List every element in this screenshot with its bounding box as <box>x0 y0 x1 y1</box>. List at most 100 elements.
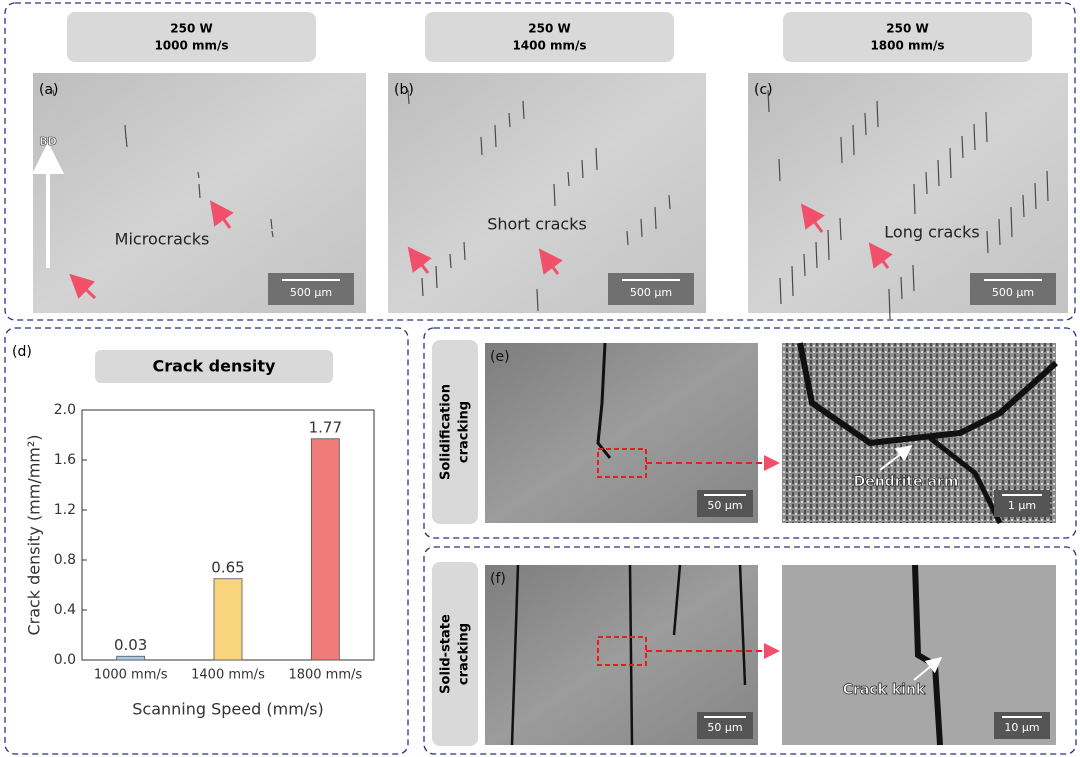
side-label: cracking <box>457 401 472 463</box>
value-label: 0.03 <box>114 636 147 654</box>
crack <box>553 183 556 207</box>
side-label: cracking <box>457 623 472 685</box>
crack <box>949 147 952 179</box>
side-label-box <box>432 340 478 524</box>
crack <box>628 564 634 746</box>
header-box <box>425 12 674 62</box>
side-label: Solidification <box>439 384 454 480</box>
scale-bar-label: 1 µm <box>1008 499 1036 512</box>
scale-bar-label: 500 µm <box>630 286 672 299</box>
crack <box>198 183 201 199</box>
crack <box>508 112 511 128</box>
crack <box>738 564 747 686</box>
crack <box>986 230 989 254</box>
crack <box>797 342 1058 447</box>
crack <box>876 100 879 128</box>
annotation: Crack kink <box>843 682 926 698</box>
crack <box>536 288 539 312</box>
crack <box>596 342 612 459</box>
crack <box>888 288 891 320</box>
y-tick-label: 1.6 <box>54 452 76 468</box>
crack <box>197 171 200 179</box>
panel-label: (d) <box>12 344 32 360</box>
x-tick-label: 1000 mm/s <box>94 668 168 683</box>
header-text: 1800 mm/s <box>870 39 944 53</box>
crack <box>852 124 855 156</box>
crack <box>435 265 438 289</box>
crack <box>654 206 657 230</box>
crack <box>815 241 818 269</box>
crack <box>522 100 525 120</box>
red-arrow <box>69 273 97 300</box>
value-label: 1.77 <box>309 418 342 436</box>
crack <box>937 159 940 187</box>
crack <box>421 277 424 297</box>
y-tick-label: 2.0 <box>54 402 76 418</box>
panel-frame <box>423 546 1077 755</box>
crack <box>124 124 127 140</box>
scale-bar-label: 500 µm <box>290 286 332 299</box>
crack <box>839 217 842 241</box>
crack <box>791 265 794 297</box>
white-arrow <box>879 445 913 471</box>
crack <box>767 89 770 113</box>
header-box <box>783 12 1032 62</box>
crack <box>595 147 598 171</box>
red-arrow <box>209 200 234 229</box>
x-tick-label: 1400 mm/s <box>191 668 265 683</box>
value-label: 0.65 <box>211 558 244 576</box>
x-tick-label: 1800 mm/s <box>288 668 362 683</box>
y-tick-label: 0.4 <box>54 602 76 618</box>
panel-label: (b) <box>394 82 414 98</box>
header-text: 250 W <box>886 22 928 36</box>
bar <box>116 655 146 661</box>
side-label: Solid-state <box>439 614 454 694</box>
crack <box>1046 170 1049 202</box>
crack <box>581 159 584 179</box>
crack <box>913 183 916 215</box>
crack <box>840 136 843 164</box>
y-tick-label: 0.8 <box>54 552 76 568</box>
crack <box>779 277 782 305</box>
annotation: Long cracks <box>884 223 979 242</box>
crack <box>449 253 452 269</box>
crack <box>961 135 964 159</box>
red-arrow <box>800 203 825 233</box>
scale-bar-box <box>608 273 694 305</box>
bar <box>213 578 243 661</box>
crack <box>463 241 466 261</box>
panel-frame <box>4 2 1076 321</box>
bd-label: BD <box>39 135 57 148</box>
crack <box>778 158 781 182</box>
crack <box>480 136 483 156</box>
crack <box>827 229 830 261</box>
crack <box>973 123 976 151</box>
panel-label: (a) <box>39 82 59 98</box>
crack <box>925 171 928 195</box>
annotation: Short cracks <box>487 215 587 234</box>
crack <box>1034 182 1037 210</box>
white-arrow <box>913 656 943 681</box>
y-tick-label: 1.2 <box>54 502 76 518</box>
annotation: Microcracks <box>115 230 210 249</box>
crack <box>985 111 988 143</box>
crack <box>672 564 682 636</box>
panel-label: (e) <box>490 349 510 365</box>
panel-label: (f) <box>490 571 506 587</box>
zoom-box <box>597 448 647 478</box>
crack <box>803 253 806 277</box>
header-text: 1000 mm/s <box>154 39 228 53</box>
zoom-box <box>597 636 647 666</box>
header-text: 250 W <box>528 22 570 36</box>
panel-frame <box>4 327 409 755</box>
crack <box>494 124 497 148</box>
scale-bar-label: 50 µm <box>707 721 742 734</box>
crack <box>271 230 274 238</box>
crack <box>52 89 55 97</box>
crack <box>626 230 629 246</box>
title-box <box>95 350 333 383</box>
crack <box>510 564 520 746</box>
scale-bar-label: 10 µm <box>1004 721 1039 734</box>
annotation: Dendrite arm <box>854 474 959 490</box>
